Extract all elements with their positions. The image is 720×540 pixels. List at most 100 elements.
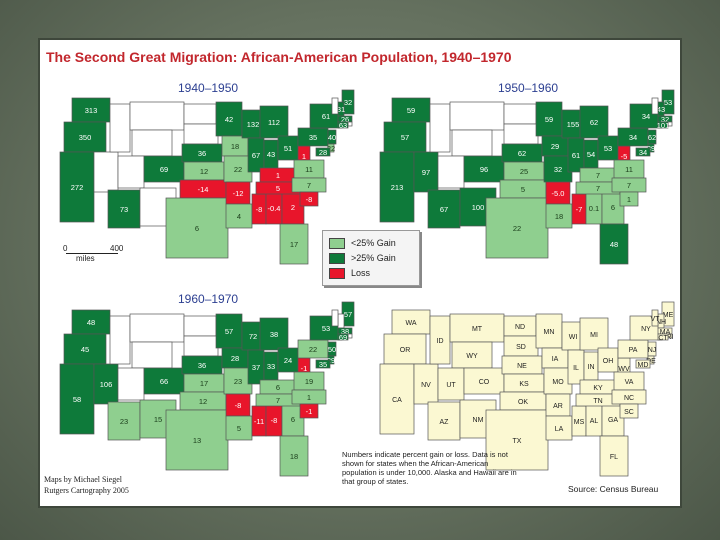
- state-abbr-id: ID: [437, 338, 444, 345]
- state-value-sc: 1: [627, 195, 631, 204]
- state-ut: [437, 155, 465, 189]
- state-tx: [165, 409, 229, 471]
- state-value-mn: 42: [225, 115, 233, 124]
- legend-item-over-25: >25% Gain: [329, 252, 396, 264]
- state-ct: [657, 333, 669, 341]
- state-value-ny: 53: [322, 324, 330, 333]
- state-value-pa: 34: [629, 133, 637, 142]
- state-value-ar: -12: [233, 189, 244, 198]
- legend: <25% Gain >25% Gain Loss: [322, 230, 420, 286]
- state-fl: [279, 223, 309, 265]
- state-md: [315, 147, 331, 157]
- state-value-ct: 101: [657, 121, 670, 130]
- state-abbr-de: DE: [646, 358, 656, 365]
- map-label-1960: 1960–1970: [178, 292, 239, 306]
- state-value-tn: 5: [276, 184, 280, 193]
- state-value-or: 350: [79, 133, 92, 142]
- credit: Maps by Michael Siegel Rutgers Cartograp…: [44, 474, 129, 496]
- state-abbr-nc: NC: [624, 395, 634, 402]
- page-title: The Second Great Migration: African-Amer…: [46, 49, 512, 65]
- state-value-fl: 17: [290, 240, 298, 249]
- state-abbr-oh: OH: [603, 358, 614, 365]
- state-value-mi: 112: [268, 118, 280, 127]
- state-abbr-az: AZ: [440, 419, 450, 426]
- state-abbr-ky: KY: [593, 385, 603, 392]
- state-abbr-la: LA: [555, 426, 564, 433]
- state-value-wi: 132: [247, 120, 260, 129]
- state-nd: [183, 315, 217, 337]
- state-value-al: 0.1: [589, 204, 599, 213]
- state-value-ks: 25: [520, 167, 528, 176]
- state-value-oh: 51: [284, 144, 292, 153]
- state-value-wv: -1: [301, 364, 308, 373]
- state-abbr-ar: AR: [553, 403, 563, 410]
- state-value-nj: 62: [648, 133, 656, 142]
- state-value-ct: 63: [339, 121, 347, 130]
- state-value-me: 32: [344, 98, 352, 107]
- legend-label-loss: Loss: [351, 268, 371, 278]
- state-value-wi: 72: [249, 332, 257, 341]
- state-mi: [259, 317, 289, 351]
- state-nv: [93, 151, 119, 193]
- state-value-ms: -11: [254, 417, 264, 426]
- state-value-ky: 6: [276, 383, 280, 392]
- state-abbr-il: IL: [573, 365, 579, 372]
- state-abbr-sd: SD: [516, 344, 526, 351]
- state-value-wi: 155: [567, 120, 580, 129]
- state-abbr-wy: WY: [466, 353, 478, 360]
- state-ca: [379, 363, 415, 435]
- state-sc: [619, 403, 639, 419]
- map-1: 59572139767961006225522592932-5.01815561…: [379, 89, 675, 265]
- state-value-de: 22: [327, 144, 335, 153]
- state-mo: [543, 367, 573, 395]
- state-value-mn: 57: [225, 327, 233, 336]
- state-tx: [485, 409, 549, 471]
- state-vt: [651, 309, 659, 327]
- state-ri: [347, 121, 353, 127]
- state-value-il: 61: [572, 151, 580, 160]
- state-value-nc: 7: [307, 181, 311, 190]
- state-abbr-wi: WI: [569, 334, 578, 341]
- state-md: [635, 359, 651, 369]
- legend-item-loss: Loss: [329, 267, 370, 279]
- state-value-wa: 59: [407, 106, 415, 115]
- state-abbr-ks: KS: [519, 381, 529, 388]
- state-value-de: 39: [647, 144, 655, 153]
- state-wy: [451, 129, 493, 157]
- state-value-va: 19: [305, 377, 313, 386]
- state-value-me: 53: [664, 98, 672, 107]
- scale-max: 400: [110, 244, 124, 253]
- state-abbr-nj: NJ: [648, 347, 657, 354]
- state-value-mn: 59: [545, 115, 553, 124]
- state-abbr-fl: FL: [610, 454, 618, 461]
- state-value-ky: 1: [276, 171, 280, 180]
- state-value-in: 43: [267, 150, 275, 159]
- state-value-la: 4: [237, 212, 241, 221]
- state-value-ia: 29: [551, 142, 559, 151]
- state-mi: [579, 105, 609, 139]
- scale-bar: 0 400 miles: [63, 244, 126, 263]
- state-sc: [619, 191, 639, 207]
- state-value-ma: 32: [661, 115, 669, 124]
- state-value-nm: 15: [154, 415, 162, 424]
- state-abbr-ri: RI: [667, 334, 674, 341]
- state-mt: [129, 101, 185, 131]
- state-abbr-ut: UT: [446, 382, 456, 389]
- state-value-ga: 2: [291, 203, 295, 212]
- state-value-or: 45: [81, 345, 89, 354]
- state-value-nc: 7: [627, 181, 631, 190]
- state-value-ca: 58: [73, 395, 81, 404]
- state-mn: [215, 101, 243, 137]
- state-ct: [657, 121, 669, 129]
- state-vt: [331, 97, 339, 115]
- state-ct: [337, 121, 349, 129]
- state-ca: [379, 151, 415, 223]
- state-abbr-ct: CT: [658, 335, 668, 342]
- state-vt: [651, 97, 659, 115]
- state-value-nj: 40: [328, 133, 336, 142]
- state-co: [143, 367, 185, 395]
- state-abbr-nm: NM: [473, 417, 484, 424]
- map-note: Numbers indicate percent gain or loss. D…: [342, 450, 517, 486]
- state-abbr-pa: PA: [629, 347, 638, 354]
